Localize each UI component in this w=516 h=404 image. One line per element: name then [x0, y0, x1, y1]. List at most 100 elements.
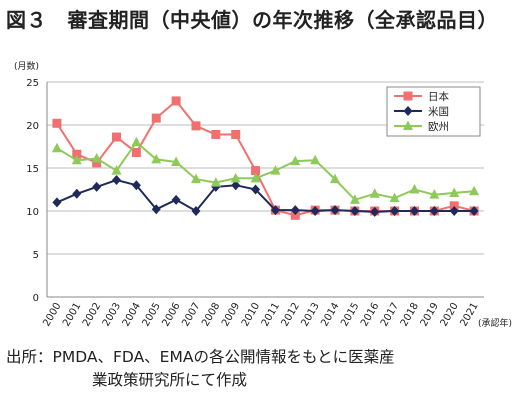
legend-label: 日本 [428, 90, 449, 103]
data-point [131, 148, 141, 158]
x-tick-label: 2019 [419, 301, 441, 329]
data-point [230, 172, 241, 183]
data-point [429, 206, 439, 216]
data-point [191, 121, 201, 131]
x-tick-label: 2014 [319, 301, 341, 329]
x-tick-label: 2000 [41, 301, 63, 329]
legend-swatch-marker [403, 106, 413, 116]
data-point [310, 206, 320, 216]
data-point [390, 206, 400, 216]
series-line [56, 178, 475, 213]
data-point [171, 96, 181, 106]
source-line-2: 業政策研究所にて作成 [92, 371, 248, 389]
x-tick-label: 2020 [439, 301, 461, 329]
x-tick-label: 2013 [300, 301, 322, 329]
series-1 [52, 175, 479, 217]
x-tick-label: 2002 [81, 301, 103, 329]
data-point [251, 166, 261, 176]
data-point [51, 142, 62, 153]
legend-swatch-marker [403, 120, 413, 130]
data-point [191, 206, 201, 216]
data-point [111, 165, 122, 175]
data-point [370, 206, 380, 217]
data-point [231, 180, 241, 191]
grid [47, 81, 484, 255]
y-tick-label: 20 [26, 121, 39, 132]
data-point [449, 187, 460, 197]
legend-swatch-marker [403, 91, 413, 101]
x-tick-label: 2008 [200, 301, 222, 329]
data-point [429, 189, 440, 199]
data-point [72, 149, 82, 159]
data-point [330, 205, 340, 216]
data-point [112, 132, 122, 142]
source-note: 出所：PMDA、FDA、EMAの各公開情報をもとに医薬産 業政策研究所にて作成 [6, 346, 511, 392]
y-tick-label: 5 [33, 250, 39, 261]
data-point [71, 154, 82, 165]
data-point [409, 184, 420, 194]
data-point [91, 153, 102, 163]
x-tick-label: 2017 [379, 301, 401, 329]
x-tick-label: 2009 [220, 301, 242, 329]
legend-label: 米国 [428, 105, 449, 118]
data-point [131, 136, 142, 147]
data-point [211, 129, 221, 139]
x-tick-label: 2001 [61, 301, 83, 329]
data-point [151, 153, 162, 164]
data-point [171, 194, 181, 205]
data-point [92, 181, 102, 192]
x-tick-label: 2010 [240, 301, 262, 329]
legend-label: 欧州 [428, 121, 449, 133]
y-tick-labels: 0 5 10 15 20 25 [26, 78, 39, 304]
x-tick-label: 2005 [141, 301, 163, 329]
x-tick-label: 2004 [121, 301, 143, 329]
data-point [290, 210, 300, 220]
data-point [469, 185, 480, 196]
figure-title: 図３ 審査期間（中央値）の年次推移（全承認品目） [6, 8, 498, 32]
x-tick-label: 2006 [160, 301, 182, 329]
x-tick-label: 2007 [180, 301, 202, 329]
data-point [290, 155, 301, 166]
data-point [52, 118, 62, 128]
series-2 [51, 136, 480, 204]
data-point [449, 201, 459, 211]
data-point [270, 205, 280, 216]
data-point [469, 206, 479, 216]
data-point [92, 158, 102, 168]
data-point [210, 177, 221, 187]
data-point [231, 129, 241, 139]
series-layer [51, 96, 480, 220]
y-tick-label: 0 [33, 293, 39, 304]
x-axis-unit-label: (承認年) [478, 317, 512, 329]
x-tick-label: 2018 [399, 301, 421, 329]
data-point [72, 188, 82, 199]
data-point [449, 206, 459, 216]
data-point [349, 194, 360, 204]
y-tick-label: 25 [26, 78, 39, 89]
x-tick-label: 2016 [359, 301, 381, 329]
data-point [350, 206, 360, 216]
data-point [290, 205, 300, 216]
data-point [171, 156, 182, 166]
x-tick-label: 2003 [101, 301, 123, 329]
data-point [310, 154, 321, 165]
series-line [56, 140, 475, 201]
data-point [151, 113, 161, 123]
x-tick-label: 2011 [260, 301, 282, 329]
x-tick-label: 2015 [339, 301, 361, 329]
data-point [190, 173, 201, 184]
data-point [409, 206, 419, 216]
data-point [389, 192, 400, 203]
x-tick-labels: 2000200120022003200420052006200720082009… [41, 301, 480, 329]
data-point [270, 165, 281, 175]
data-point [330, 173, 341, 184]
data-point [52, 197, 62, 208]
y-axis-unit-label: (月数) [14, 60, 39, 72]
data-point [151, 204, 161, 215]
y-tick-label: 10 [26, 207, 39, 218]
data-point [131, 180, 141, 191]
x-tick-label: 2012 [280, 301, 302, 329]
data-point [251, 184, 261, 195]
